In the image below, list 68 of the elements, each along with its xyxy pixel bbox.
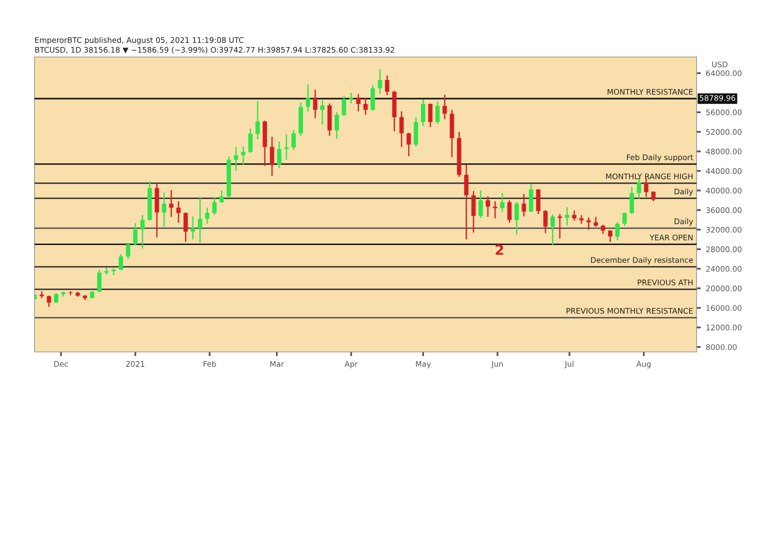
- candlestick: [536, 188, 540, 215]
- candlestick: [564, 206, 570, 226]
- candlestick: [219, 190, 224, 204]
- candlestick: [572, 210, 576, 222]
- candlestick: [169, 189, 174, 218]
- candlestick: [184, 212, 188, 242]
- candlestick: [133, 222, 138, 246]
- candlestick: [370, 84, 375, 112]
- candlestick: [399, 110, 404, 148]
- candlestick: [378, 68, 382, 94]
- candlestick: [414, 116, 418, 148]
- candlestick: [306, 84, 310, 112]
- candlestick: [46, 295, 52, 308]
- candlestick: [384, 74, 390, 96]
- candlestick: [442, 94, 447, 120]
- candlestick: [205, 206, 210, 224]
- candlestick: [270, 136, 274, 176]
- candlestick: [428, 102, 432, 128]
- candlestick: [543, 209, 548, 234]
- candlestick: [558, 213, 562, 240]
- candlestick: [284, 134, 289, 160]
- candlestick: [320, 99, 325, 126]
- annotation: 2: [496, 244, 504, 255]
- candlestick: [342, 96, 346, 117]
- candlestick: [435, 100, 440, 125]
- candlestick: [608, 229, 612, 242]
- candlestick: [471, 190, 476, 234]
- candlestick: [622, 212, 627, 226]
- candlestick: [651, 190, 656, 202]
- candlestick: [507, 200, 512, 224]
- candlestick: [464, 164, 468, 240]
- candlestick: [600, 224, 606, 235]
- candlestick: [514, 201, 519, 236]
- candlestick: [420, 98, 426, 127]
- candlestick: [212, 196, 217, 216]
- candlestick: [118, 253, 124, 271]
- candlestick: [190, 216, 196, 240]
- candlestick: [644, 178, 648, 198]
- candlestick: [241, 146, 246, 166]
- candlestick: [500, 192, 504, 213]
- candlestick: [198, 197, 202, 244]
- candlestick: [140, 214, 145, 250]
- candlestick: [126, 242, 130, 260]
- candlestick: [162, 192, 166, 228]
- candlestick: [406, 132, 411, 157]
- candlestick: [586, 216, 591, 230]
- candlestick: [349, 92, 354, 104]
- candlestick: [363, 97, 368, 116]
- candlestick: [313, 89, 318, 119]
- candlestick: [255, 100, 260, 140]
- candlestick: [97, 269, 102, 292]
- candlestick: [54, 292, 58, 304]
- candlestick: [40, 290, 44, 299]
- candlestick: [334, 112, 339, 140]
- candlestick: [492, 200, 498, 219]
- candlestick: [356, 94, 361, 112]
- candlestick: [478, 190, 483, 219]
- candlestick: [615, 222, 620, 242]
- candlestick: [277, 140, 282, 169]
- candlestick: [486, 196, 490, 218]
- candlestick: [522, 193, 526, 218]
- candlestick: [594, 216, 598, 228]
- candlestick: [528, 184, 534, 213]
- candlestick: [248, 128, 253, 154]
- candlestick: [630, 186, 634, 215]
- candlestick: [291, 129, 296, 151]
- candlestick: [176, 200, 181, 224]
- candlestick: [550, 214, 555, 246]
